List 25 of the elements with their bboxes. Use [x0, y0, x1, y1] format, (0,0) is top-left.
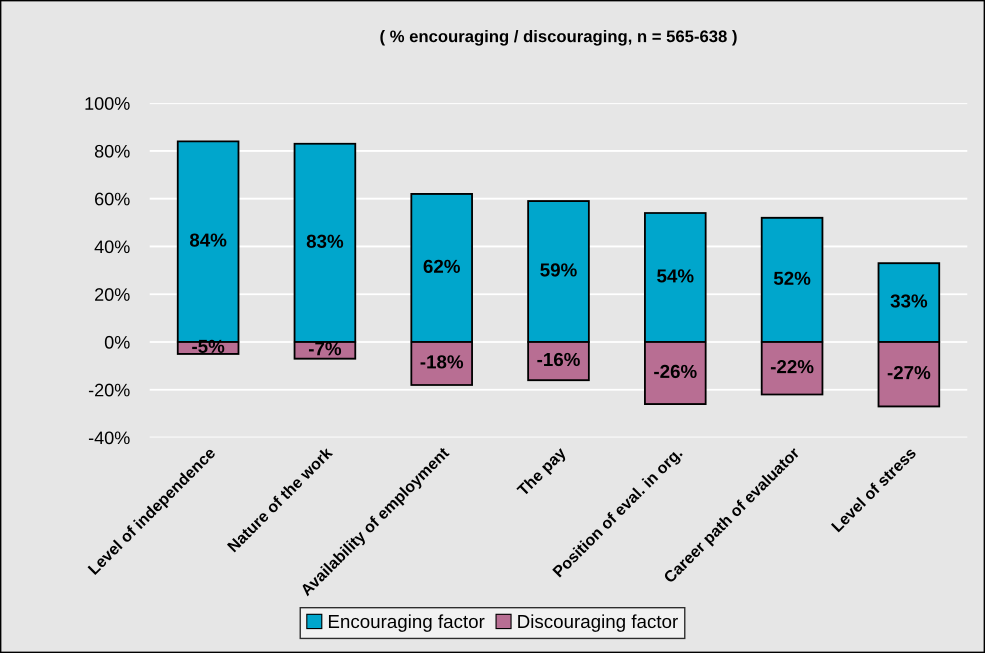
data-label: -22%: [770, 360, 814, 374]
data-label: -16%: [537, 352, 580, 366]
y-tick-label: -20%: [88, 384, 130, 396]
data-label: -18%: [420, 355, 464, 369]
data-label: -7%: [308, 342, 342, 356]
legend-label: Encouraging factor: [328, 614, 484, 632]
data-label: 84%: [190, 233, 226, 247]
y-tick-label: 80%: [94, 144, 130, 158]
x-tick-label: The pay: [516, 446, 569, 499]
data-label: 59%: [540, 263, 577, 277]
y-tick-label: 0%: [104, 336, 130, 349]
data-label: 54%: [657, 269, 694, 283]
data-label: -27%: [888, 366, 930, 380]
data-label: 62%: [424, 260, 460, 273]
y-tick-label: 100%: [85, 97, 130, 110]
y-tick-label: 20%: [95, 288, 130, 301]
data-label: 33%: [890, 294, 928, 308]
data-label: 52%: [774, 272, 810, 285]
y-tick-label: -40%: [88, 431, 130, 444]
data-label: 83%: [306, 234, 344, 248]
y-tick-label: 40%: [94, 240, 130, 254]
data-label: -26%: [654, 364, 697, 378]
chart-title: ( % encouraging / discouraging, n = 565-638 ): [380, 30, 737, 46]
legend-label: Discouraging factor: [518, 614, 678, 632]
y-tick-label: 60%: [95, 192, 130, 206]
